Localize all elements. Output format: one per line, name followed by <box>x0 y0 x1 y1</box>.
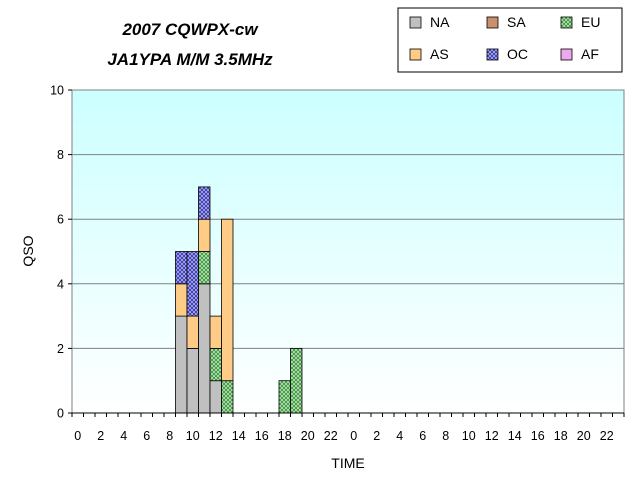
bar-as-9 <box>175 283 188 317</box>
bar-oc-11 <box>198 186 211 220</box>
bar-na-10 <box>186 347 199 414</box>
bar-oc-9 <box>175 251 188 285</box>
x-tick-label: 16 <box>531 429 545 443</box>
y-tick-label-2: 2 <box>57 342 64 356</box>
x-tick-label: 0 <box>350 429 357 443</box>
bar-as-10 <box>186 315 199 349</box>
x-tick-label: 0 <box>74 429 81 443</box>
bar-eu-19 <box>290 347 303 414</box>
x-tick-label: 16 <box>255 429 269 443</box>
plot-area <box>71 89 625 414</box>
legend-swatch-af <box>560 48 573 61</box>
legend: NA SA EU AS OC AF <box>397 7 623 73</box>
x-tick-label: 8 <box>442 429 449 443</box>
x-tick-label: 4 <box>396 429 403 443</box>
legend-label-na: NA <box>430 14 450 30</box>
legend-label-as: AS <box>430 46 449 62</box>
chart-title-line1: 2007 CQWPX-cw <box>121 20 259 39</box>
y-axis: 0 2 4 6 8 10 <box>50 84 72 421</box>
x-tick-label: 2 <box>373 429 380 443</box>
chart-title-line2: JA1YPA M/M 3.5MHz <box>107 50 273 69</box>
y-axis-label: QSO <box>20 235 36 266</box>
x-tick-label: 6 <box>143 429 150 443</box>
bar-na-12 <box>209 380 222 414</box>
bar-as-13 <box>221 218 234 382</box>
x-tick-label: 4 <box>120 429 127 443</box>
x-tick-label: 18 <box>278 429 292 443</box>
bar-eu-11 <box>198 251 211 285</box>
x-axis: 0 2 4 6 8 10 12 14 16 18 20 22 0 2 4 6 8 10 12 14 16 18 20 22 <box>71 412 625 443</box>
y-tick-label-8: 8 <box>57 148 64 162</box>
x-tick-label: 6 <box>419 429 426 443</box>
bars <box>175 186 303 414</box>
x-tick-label: 12 <box>209 429 223 443</box>
legend-swatch-na <box>409 16 422 29</box>
x-tick-label: 22 <box>324 429 338 443</box>
x-tick-label: 22 <box>600 429 614 443</box>
legend-label-eu: EU <box>581 14 600 30</box>
bar-eu-12 <box>209 347 222 382</box>
bar-oc-10 <box>186 251 199 317</box>
x-tick-label: 14 <box>232 429 246 443</box>
legend-swatch-sa <box>486 16 499 29</box>
bar-na-9 <box>175 315 188 414</box>
x-tick-label: 10 <box>186 429 200 443</box>
legend-swatch-as <box>409 48 422 61</box>
x-axis-label: TIME <box>331 455 364 471</box>
legend-swatch-eu <box>560 16 573 29</box>
legend-label-af: AF <box>581 46 599 62</box>
x-tick-label: 14 <box>508 429 522 443</box>
y-tick-label-0: 0 <box>57 407 64 421</box>
bar-na-11 <box>198 283 211 414</box>
x-tick-label: 2 <box>97 429 104 443</box>
x-tick-label: 18 <box>554 429 568 443</box>
gridlines <box>72 154 624 349</box>
legend-label-oc: OC <box>507 46 528 62</box>
bar-as-12 <box>209 315 222 349</box>
x-tick-label: 10 <box>462 429 476 443</box>
x-tick-label: 12 <box>485 429 499 443</box>
legend-label-sa: SA <box>507 14 526 30</box>
y-tick-label-4: 4 <box>57 277 64 291</box>
legend-swatch-oc <box>486 48 499 61</box>
x-tick-label: 20 <box>577 429 591 443</box>
x-tick-label: 8 <box>166 429 173 443</box>
bar-eu-18 <box>278 380 291 414</box>
x-tick-label: 20 <box>301 429 315 443</box>
y-tick-label-10: 10 <box>50 84 64 98</box>
bar-eu-13 <box>221 380 234 414</box>
bar-as-11 <box>198 218 211 252</box>
y-tick-label-6: 6 <box>57 213 64 227</box>
